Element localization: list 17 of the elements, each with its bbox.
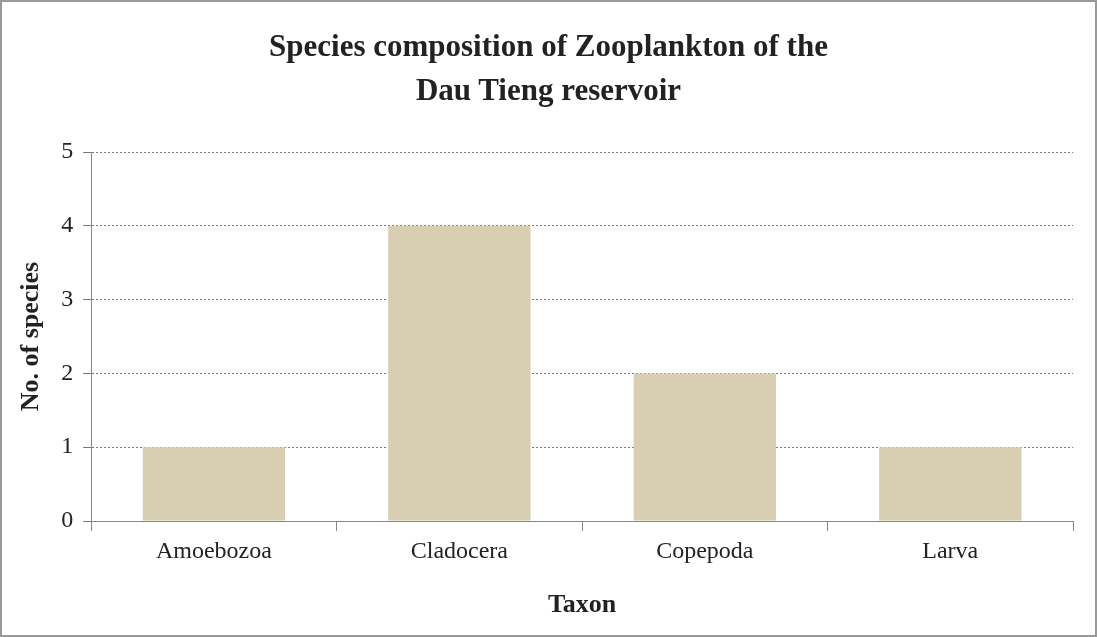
chart-title: Species composition of Zooplankton of the Dau Tieng reservoir bbox=[268, 27, 829, 109]
y-tick-label: 3 bbox=[61, 284, 74, 311]
bar bbox=[879, 447, 1022, 521]
x-tick-label: Amoebozoa bbox=[155, 536, 273, 563]
y-axis-title: No. of species bbox=[15, 261, 45, 412]
y-tick-label: 4 bbox=[61, 211, 74, 238]
x-tick-label: Copepoda bbox=[656, 536, 754, 563]
y-tick-label: 5 bbox=[61, 137, 74, 164]
y-tick-label: 2 bbox=[61, 358, 74, 385]
bar bbox=[142, 447, 286, 521]
y-tick-label: 0 bbox=[61, 506, 74, 533]
bar bbox=[388, 225, 531, 521]
x-tick-label: Larva bbox=[922, 536, 979, 563]
y-tick-label: 1 bbox=[61, 432, 74, 459]
bar bbox=[633, 373, 777, 521]
x-axis-title: Taxon bbox=[547, 589, 617, 619]
x-tick-label: Cladocera bbox=[410, 536, 509, 563]
